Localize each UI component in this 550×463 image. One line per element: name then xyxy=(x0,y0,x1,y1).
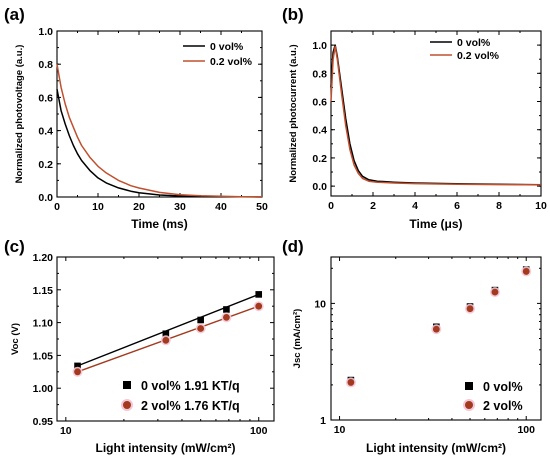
legend-marker-c-0 xyxy=(123,381,131,389)
x-tick-label: 10 xyxy=(92,201,104,213)
y-tick-label: 0.4 xyxy=(38,126,53,138)
x-tick-label: 10 xyxy=(334,424,346,436)
data-point-circle xyxy=(466,305,474,313)
x-tick-label: 4 xyxy=(412,200,418,212)
y-tick-label: 0.0 xyxy=(38,192,53,204)
legend-label-c-1: 2 vol% 1.76 KT/q xyxy=(141,399,240,413)
y-axis-label-a: Normalized photovoltage (a.u.) xyxy=(14,45,25,184)
y-tick-label: 0.6 xyxy=(38,92,53,104)
legend-marker-c-1 xyxy=(123,401,131,409)
data-point-square xyxy=(197,316,204,324)
x-tick-label: 10 xyxy=(60,425,72,437)
y-tick-label: 1.0 xyxy=(312,40,327,52)
legend-label-b-0: 0 vol% xyxy=(457,37,491,49)
data-point-circle xyxy=(347,379,355,386)
legend-label-a-1: 0.2 vol% xyxy=(210,56,253,68)
fit-line-c-0 xyxy=(77,293,259,367)
x-tick-label: 20 xyxy=(133,201,145,213)
legend-label-a-0: 0 vol% xyxy=(210,41,244,53)
y-tick-label: 1 xyxy=(320,415,326,427)
data-point-circle xyxy=(74,368,81,376)
data-point-circle xyxy=(522,268,530,275)
data-point-circle xyxy=(491,288,499,296)
x-tick-label: 2 xyxy=(370,200,376,212)
y-tick-label: 0.95 xyxy=(33,416,54,428)
legend-label-c-0: 0 vol% 1.91 KT/q xyxy=(141,379,240,393)
data-point-circle xyxy=(197,325,205,332)
x-tick-label: 10 xyxy=(535,200,547,212)
y-tick-label: 0.0 xyxy=(312,181,327,193)
y-tick-label: 0.8 xyxy=(38,59,53,71)
x-tick-label: 100 xyxy=(250,425,268,437)
series-line-a-0 xyxy=(56,88,263,198)
y-tick-label: 0.6 xyxy=(312,97,327,109)
panel-label-c: (c) xyxy=(4,237,25,256)
panel-label-a: (a) xyxy=(4,5,25,24)
y-axis-label-c: Voc (V) xyxy=(10,323,21,355)
x-tick-label: 6 xyxy=(454,200,460,212)
data-point-circle xyxy=(223,313,230,321)
y-tick-label: 1.05 xyxy=(33,350,54,362)
data-point-circle xyxy=(255,302,263,310)
y-tick-label: 1.15 xyxy=(33,285,54,297)
y-tick-label: 1.10 xyxy=(33,318,54,330)
legend-label-d-0: 0 vol% xyxy=(483,380,523,394)
x-tick-label: 8 xyxy=(496,200,502,212)
data-point-square xyxy=(162,330,170,338)
series-line-a-1 xyxy=(56,64,263,198)
y-tick-label: 1.0 xyxy=(38,26,53,38)
series-line-b-1 xyxy=(330,45,542,186)
data-point-circle xyxy=(432,325,440,333)
x-axis-label-d: Light intensity (mW/cm²) xyxy=(366,441,506,455)
x-tick-label: 100 xyxy=(517,424,535,436)
x-tick-label: 40 xyxy=(215,201,227,213)
y-tick-label: 0.8 xyxy=(312,68,327,80)
y-tick-label: 10 xyxy=(314,298,326,310)
y-tick-label: 1.00 xyxy=(33,383,54,395)
x-tick-label: 0 xyxy=(328,200,334,212)
x-axis-label-c: Light intensity (mW/cm²) xyxy=(96,441,236,455)
x-tick-label: 0 xyxy=(54,201,60,213)
data-point-square xyxy=(74,362,81,370)
legend-marker-d-1 xyxy=(465,401,473,409)
y-tick-label: 1.20 xyxy=(33,252,54,264)
data-point-square xyxy=(223,306,230,313)
x-axis-label-b: Time (μs) xyxy=(409,217,462,231)
y-tick-label: 0.2 xyxy=(312,153,327,165)
y-tick-label: 0.4 xyxy=(312,125,327,137)
plot-frame-d xyxy=(330,256,542,421)
legend-label-b-1: 0.2 vol% xyxy=(457,50,500,62)
legend-marker-d-0 xyxy=(465,382,473,390)
x-tick-label: 50 xyxy=(256,201,268,213)
x-tick-label: 30 xyxy=(174,201,186,213)
y-axis-label-b: Normalized photocurrent (a.u.) xyxy=(288,44,299,182)
y-axis-label-d: Jsc (mA/cm²) xyxy=(292,309,303,369)
panel-label-d: (d) xyxy=(282,237,304,256)
series-line-b-0 xyxy=(330,44,542,186)
data-point-circle xyxy=(162,336,170,344)
y-tick-label: 0.2 xyxy=(38,159,53,171)
x-axis-label-a: Time (ms) xyxy=(131,217,187,231)
panel-label-b: (b) xyxy=(282,5,304,24)
data-point-square xyxy=(255,291,263,298)
legend-label-d-1: 2 vol% xyxy=(483,399,523,413)
